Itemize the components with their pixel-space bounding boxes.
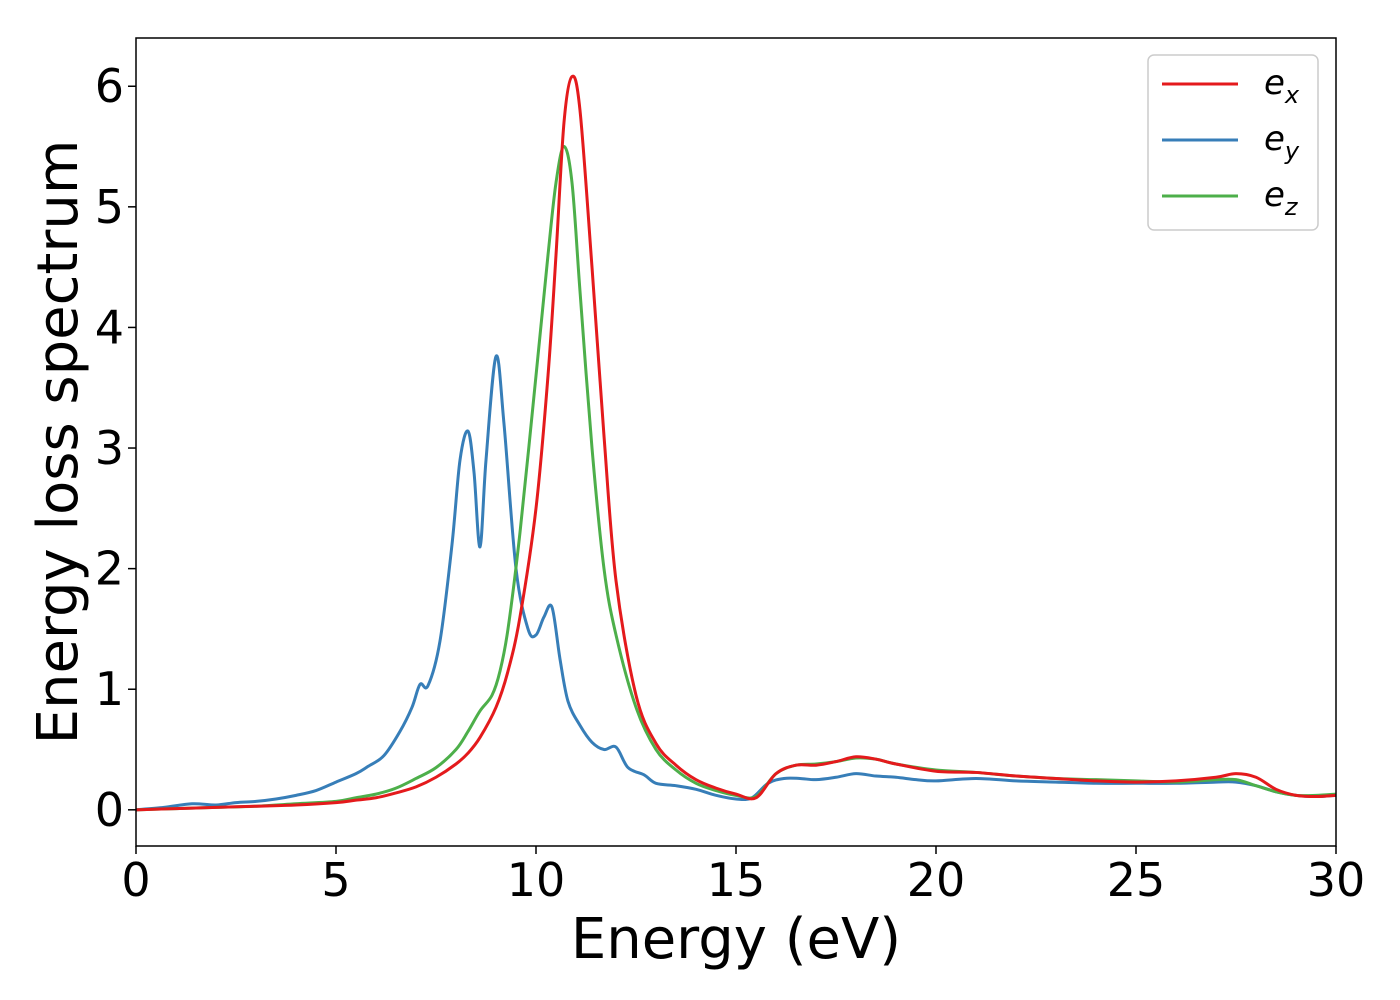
y-tick-label: 4	[95, 300, 124, 354]
series-line-y	[135, 354, 1337, 812]
legend-label-z: ez	[1264, 175, 1299, 221]
x-axis-label: Energy (eV)	[571, 907, 901, 972]
y-tick-label: 6	[95, 59, 124, 113]
y-tick-label: 1	[95, 662, 124, 716]
y-axis: 0 1 2 3 4 5 6	[95, 59, 136, 837]
x-tick-label: 5	[321, 853, 350, 907]
x-tick-label: 15	[707, 853, 766, 907]
x-tick-label: 25	[1107, 853, 1166, 907]
series-line-z	[135, 145, 1337, 812]
legend-box	[1147, 54, 1319, 231]
legend-label-y: ey	[1264, 119, 1300, 165]
x-tick-label: 0	[121, 853, 150, 907]
x-axis: 0 5 10 15 20 25 30	[121, 846, 1365, 907]
y-tick-label: 5	[95, 180, 124, 234]
y-tick-label: 0	[95, 783, 124, 837]
series-line-x	[135, 74, 1337, 812]
plot-lines	[135, 74, 1337, 812]
legend: ex ey ez	[1147, 54, 1319, 231]
legend-label-x: ex	[1264, 63, 1300, 109]
y-tick-label: 3	[95, 421, 124, 475]
x-tick-label: 10	[507, 853, 566, 907]
y-tick-label: 2	[95, 542, 124, 596]
x-tick-label: 20	[907, 853, 966, 907]
y-axis-label: Energy loss spectrum	[26, 140, 91, 745]
x-tick-label: 30	[1307, 853, 1366, 907]
